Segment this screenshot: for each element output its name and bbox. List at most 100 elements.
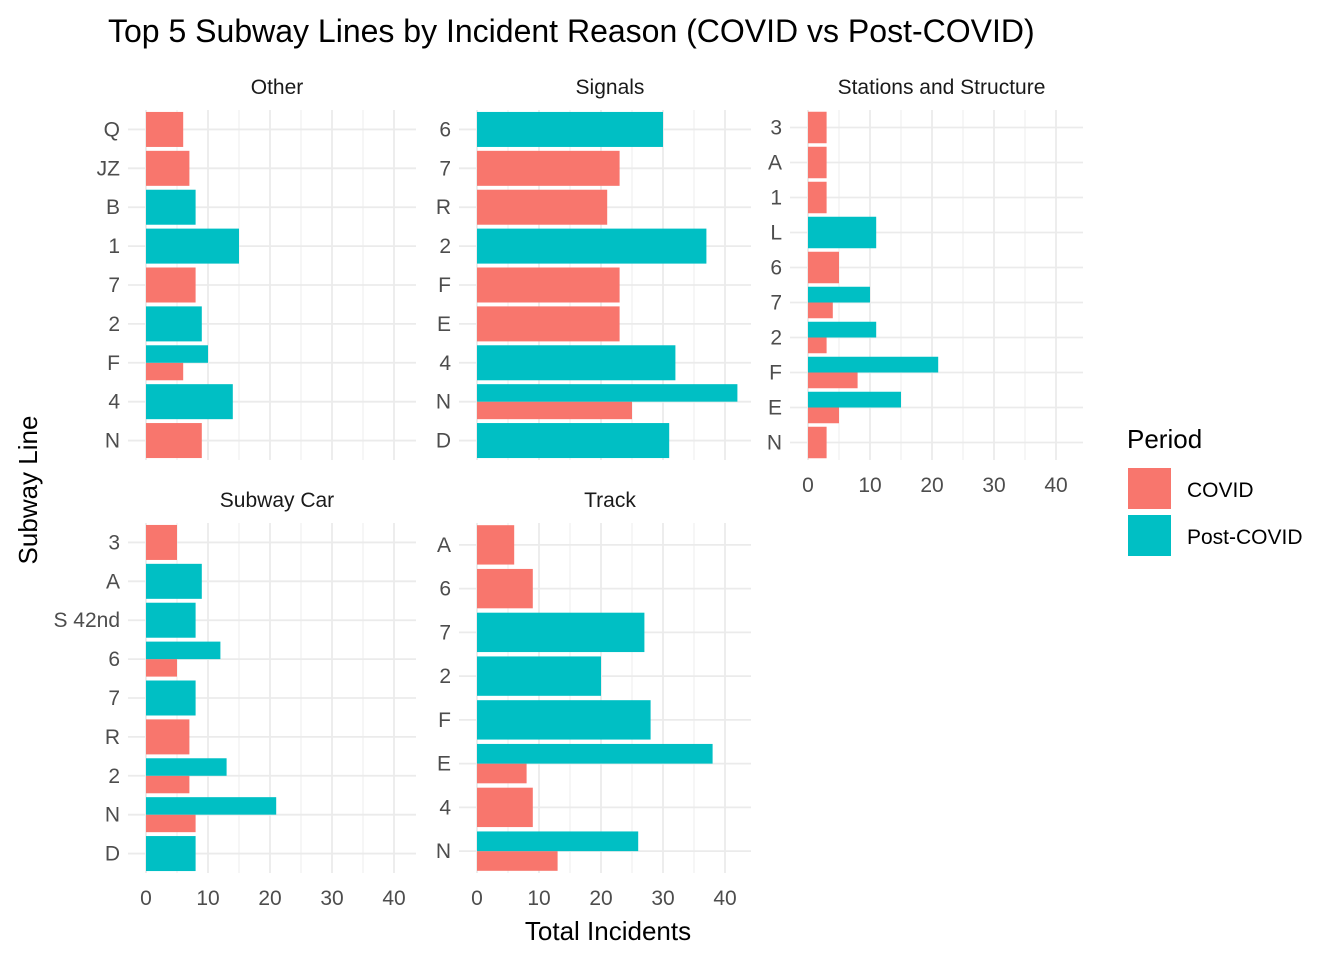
y-tick-label: A [768,152,782,175]
y-tick-label: JZ [97,157,121,180]
bar-post-covid-4 [146,384,233,420]
bar-post-covid-f [146,345,208,363]
y-tick-label: 2 [108,313,120,336]
legend-label: Post-COVID [1187,526,1303,549]
y-tick-label: F [769,362,782,385]
bar-post-covid-d [477,423,670,459]
y-tick-label: 4 [439,796,451,819]
panel-track: Track A 6 7 2 FE 4 N 0 10 20 30 40 [436,489,751,910]
panel-title: Other [251,76,304,99]
panel-signals: Signals 6 7 R 2 FE 4 ND [436,76,751,460]
y-tick-label: F [438,274,451,297]
x-tick-label: 20 [589,887,612,910]
bar-covid-f [808,372,858,389]
y-tick-label: N [105,430,120,453]
y-tick-label: 6 [439,578,451,601]
y-tick-label: D [436,430,451,453]
y-tick-label: A [437,534,451,557]
x-tick-label: 30 [320,887,343,910]
y-tick-label: 7 [439,621,451,644]
y-tick-label: 3 [770,117,782,140]
y-tick-label: E [768,397,782,420]
bar-post-covid-2 [808,321,877,338]
bar-covid-f [477,267,620,303]
y-tick-label: R [436,196,451,219]
panel-other: Other Q JZ B 1 7 2 F 4 N [97,76,416,460]
bar-post-covid-e [477,743,713,764]
bar-covid-7 [808,302,833,319]
x-tick-label: 10 [858,474,881,497]
bar-post-covid-6 [146,641,221,660]
bar-covid-r [477,189,608,225]
bar-post-covid-1 [146,228,239,264]
bar-covid-7 [477,150,620,186]
bar-post-covid-l [808,216,877,249]
bar-post-covid-s-42nd [146,602,196,638]
y-tick-label: R [105,726,120,749]
bar-covid-e [477,763,527,784]
y-tick-label: L [770,222,782,245]
bar-covid-a [477,525,515,565]
y-tick-label: Q [104,118,120,141]
y-tick-label: N [105,804,120,827]
bar-covid-6 [808,251,839,284]
y-tick-label: 3 [108,531,120,554]
bar-post-covid-7 [477,612,645,653]
y-tick-label: 6 [439,118,451,141]
bar-post-covid-a [146,563,202,599]
y-tick-label: 2 [770,327,782,350]
bar-post-covid-6 [477,111,663,147]
y-tick-label: N [767,432,782,455]
y-tick-label: D [105,843,120,866]
bar-covid-6 [477,568,533,609]
bar-post-covid-f [477,700,651,740]
bar-covid-r [146,719,190,755]
bar-post-covid-4 [477,345,676,381]
y-axis-title: Subway Line [13,416,43,565]
bar-post-covid-7 [146,680,196,716]
bar-post-covid-d [146,836,196,872]
bar-covid-n [477,851,558,871]
y-tick-label: 6 [770,257,782,280]
y-tick-label: S 42nd [53,609,120,632]
bar-covid-2 [146,775,190,794]
bar-post-covid-n [477,384,738,402]
bar-covid-jz [146,150,190,186]
y-tick-label: F [438,709,451,732]
panel-title: Subway Car [220,489,334,512]
chart-title: Top 5 Subway Lines by Incident Reason (C… [108,13,1035,49]
legend-label: COVID [1187,479,1254,502]
x-tick-label: 10 [527,887,550,910]
y-tick-label: 4 [439,352,451,375]
bar-post-covid-2 [477,656,601,696]
panel-title: Stations and Structure [838,76,1046,99]
bar-post-covid-n [146,797,277,815]
y-tick-label: F [107,352,120,375]
x-axis-title: Total Incidents [525,916,691,946]
legend: Period COVID Post-COVID [1127,424,1303,556]
x-tick-label: 0 [471,887,483,910]
bar-covid-3 [146,524,177,560]
y-tick-label: 7 [770,292,782,315]
panel-subway-car: Subway Car 3 A S 42nd 6 7 R 2 ND0 10 20 30 40 [53,489,416,910]
y-tick-label: 7 [108,274,120,297]
x-tick-label: 30 [651,887,674,910]
bar-post-covid-2 [477,228,707,264]
panels: OtherQJZB172F4NSignals67R2FE4NDStations … [53,76,1083,910]
y-tick-label: 7 [439,157,451,180]
y-tick-label: B [106,196,120,219]
bar-covid-e [477,306,620,342]
legend-title: Period [1127,424,1202,454]
bar-covid-4 [477,787,533,828]
x-tick-label: 10 [196,887,219,910]
bar-covid-f [146,362,184,381]
bar-covid-e [808,407,839,424]
bar-covid-2 [808,337,827,354]
panel-title: Track [584,489,636,512]
x-tick-label: 20 [258,887,281,910]
x-tick-label: 0 [802,474,814,497]
x-tick-label: 40 [713,887,736,910]
bar-covid-n [808,426,827,459]
